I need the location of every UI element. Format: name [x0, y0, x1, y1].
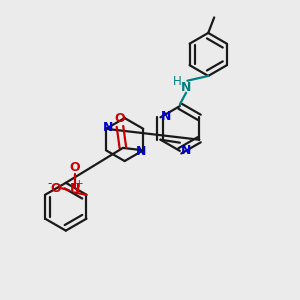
Text: N: N	[103, 122, 114, 134]
Text: O: O	[50, 182, 61, 195]
Text: N: N	[70, 182, 80, 195]
Text: N: N	[161, 110, 172, 123]
Text: N: N	[136, 145, 146, 158]
Text: +: +	[75, 179, 84, 189]
Text: H: H	[173, 75, 182, 88]
Text: O: O	[115, 112, 125, 125]
Text: -: -	[47, 177, 51, 190]
Text: O: O	[69, 161, 80, 174]
Text: N: N	[181, 81, 191, 94]
Text: N: N	[181, 144, 191, 158]
